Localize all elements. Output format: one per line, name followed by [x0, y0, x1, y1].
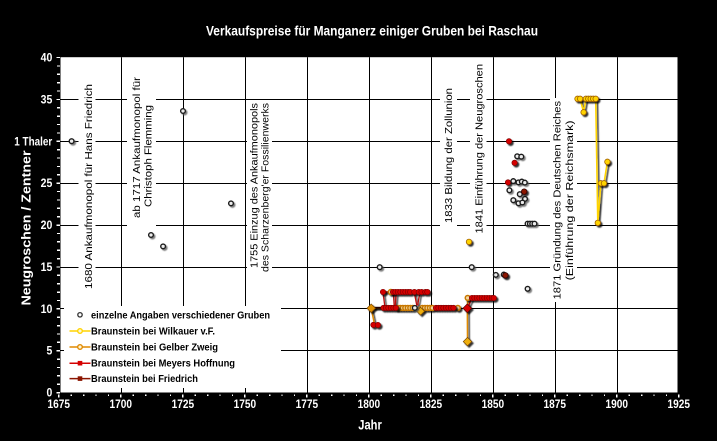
svg-text:20: 20: [41, 220, 53, 232]
svg-text:1850: 1850: [482, 399, 505, 411]
svg-text:Braunstein bei Gelber Zweig: Braunstein bei Gelber Zweig: [91, 343, 218, 354]
svg-text:1775: 1775: [296, 399, 319, 411]
svg-text:35: 35: [41, 94, 53, 106]
svg-text:1 Thaler: 1 Thaler: [14, 136, 52, 148]
svg-text:Neugroschen / Zentner: Neugroschen / Zentner: [20, 150, 34, 305]
svg-text:ab 1717 Ankaufmonopol für: ab 1717 Ankaufmonopol für: [132, 76, 143, 218]
svg-text:Christoph Flemming: Christoph Flemming: [144, 105, 155, 207]
svg-text:1680 Ankaufmonopol für Hans Fr: 1680 Ankaufmonopol für Hans Friedrich: [84, 84, 95, 289]
svg-text:1841 Einführung der Neugrosche: 1841 Einführung der Neugroschen: [474, 64, 485, 234]
svg-text:Jahr: Jahr: [358, 417, 382, 433]
svg-text:10: 10: [41, 304, 53, 316]
svg-text:25: 25: [41, 178, 53, 190]
svg-text:Braunstein bei Wilkauer v.F.: Braunstein bei Wilkauer v.F.: [91, 327, 215, 338]
svg-text:1875: 1875: [544, 399, 567, 411]
svg-text:1755 Einzug des Ankaufmonopols: 1755 Einzug des Ankaufmonopols: [249, 103, 260, 268]
svg-text:1871 Gründung des Deutschen Re: 1871 Gründung des Deutschen Reiches: [553, 101, 564, 300]
svg-text:1900: 1900: [606, 399, 629, 411]
svg-text:1800: 1800: [358, 399, 381, 411]
svg-text:15: 15: [41, 262, 53, 274]
svg-text:5: 5: [47, 346, 53, 358]
svg-text:1833 Bildung der Zollunion: 1833 Bildung der Zollunion: [444, 88, 455, 223]
svg-text:Verkaufspreise für Manganerz e: Verkaufspreise für Manganerz einiger Gru…: [206, 23, 538, 39]
svg-text:1725: 1725: [172, 399, 195, 411]
svg-text:einzelne Angaben verschiedener: einzelne Angaben verschiedener Gruben: [91, 310, 270, 321]
svg-text:0: 0: [47, 388, 53, 400]
svg-text:des Scharzenberg'er Fossilienw: des Scharzenberg'er Fossilienwerks: [260, 103, 271, 272]
svg-text:1925: 1925: [668, 399, 691, 411]
svg-text:(Einführung der Reichsmark): (Einführung der Reichsmark): [565, 120, 576, 280]
svg-text:1675: 1675: [48, 399, 71, 411]
svg-text:Braunstein bei Meyers Hoffnung: Braunstein bei Meyers Hoffnung: [91, 359, 235, 370]
svg-text:1825: 1825: [420, 399, 443, 411]
svg-text:1750: 1750: [234, 399, 257, 411]
svg-text:Braunstein bei Friedrich: Braunstein bei Friedrich: [91, 374, 198, 385]
svg-text:1700: 1700: [110, 399, 133, 411]
svg-text:40: 40: [41, 53, 53, 65]
